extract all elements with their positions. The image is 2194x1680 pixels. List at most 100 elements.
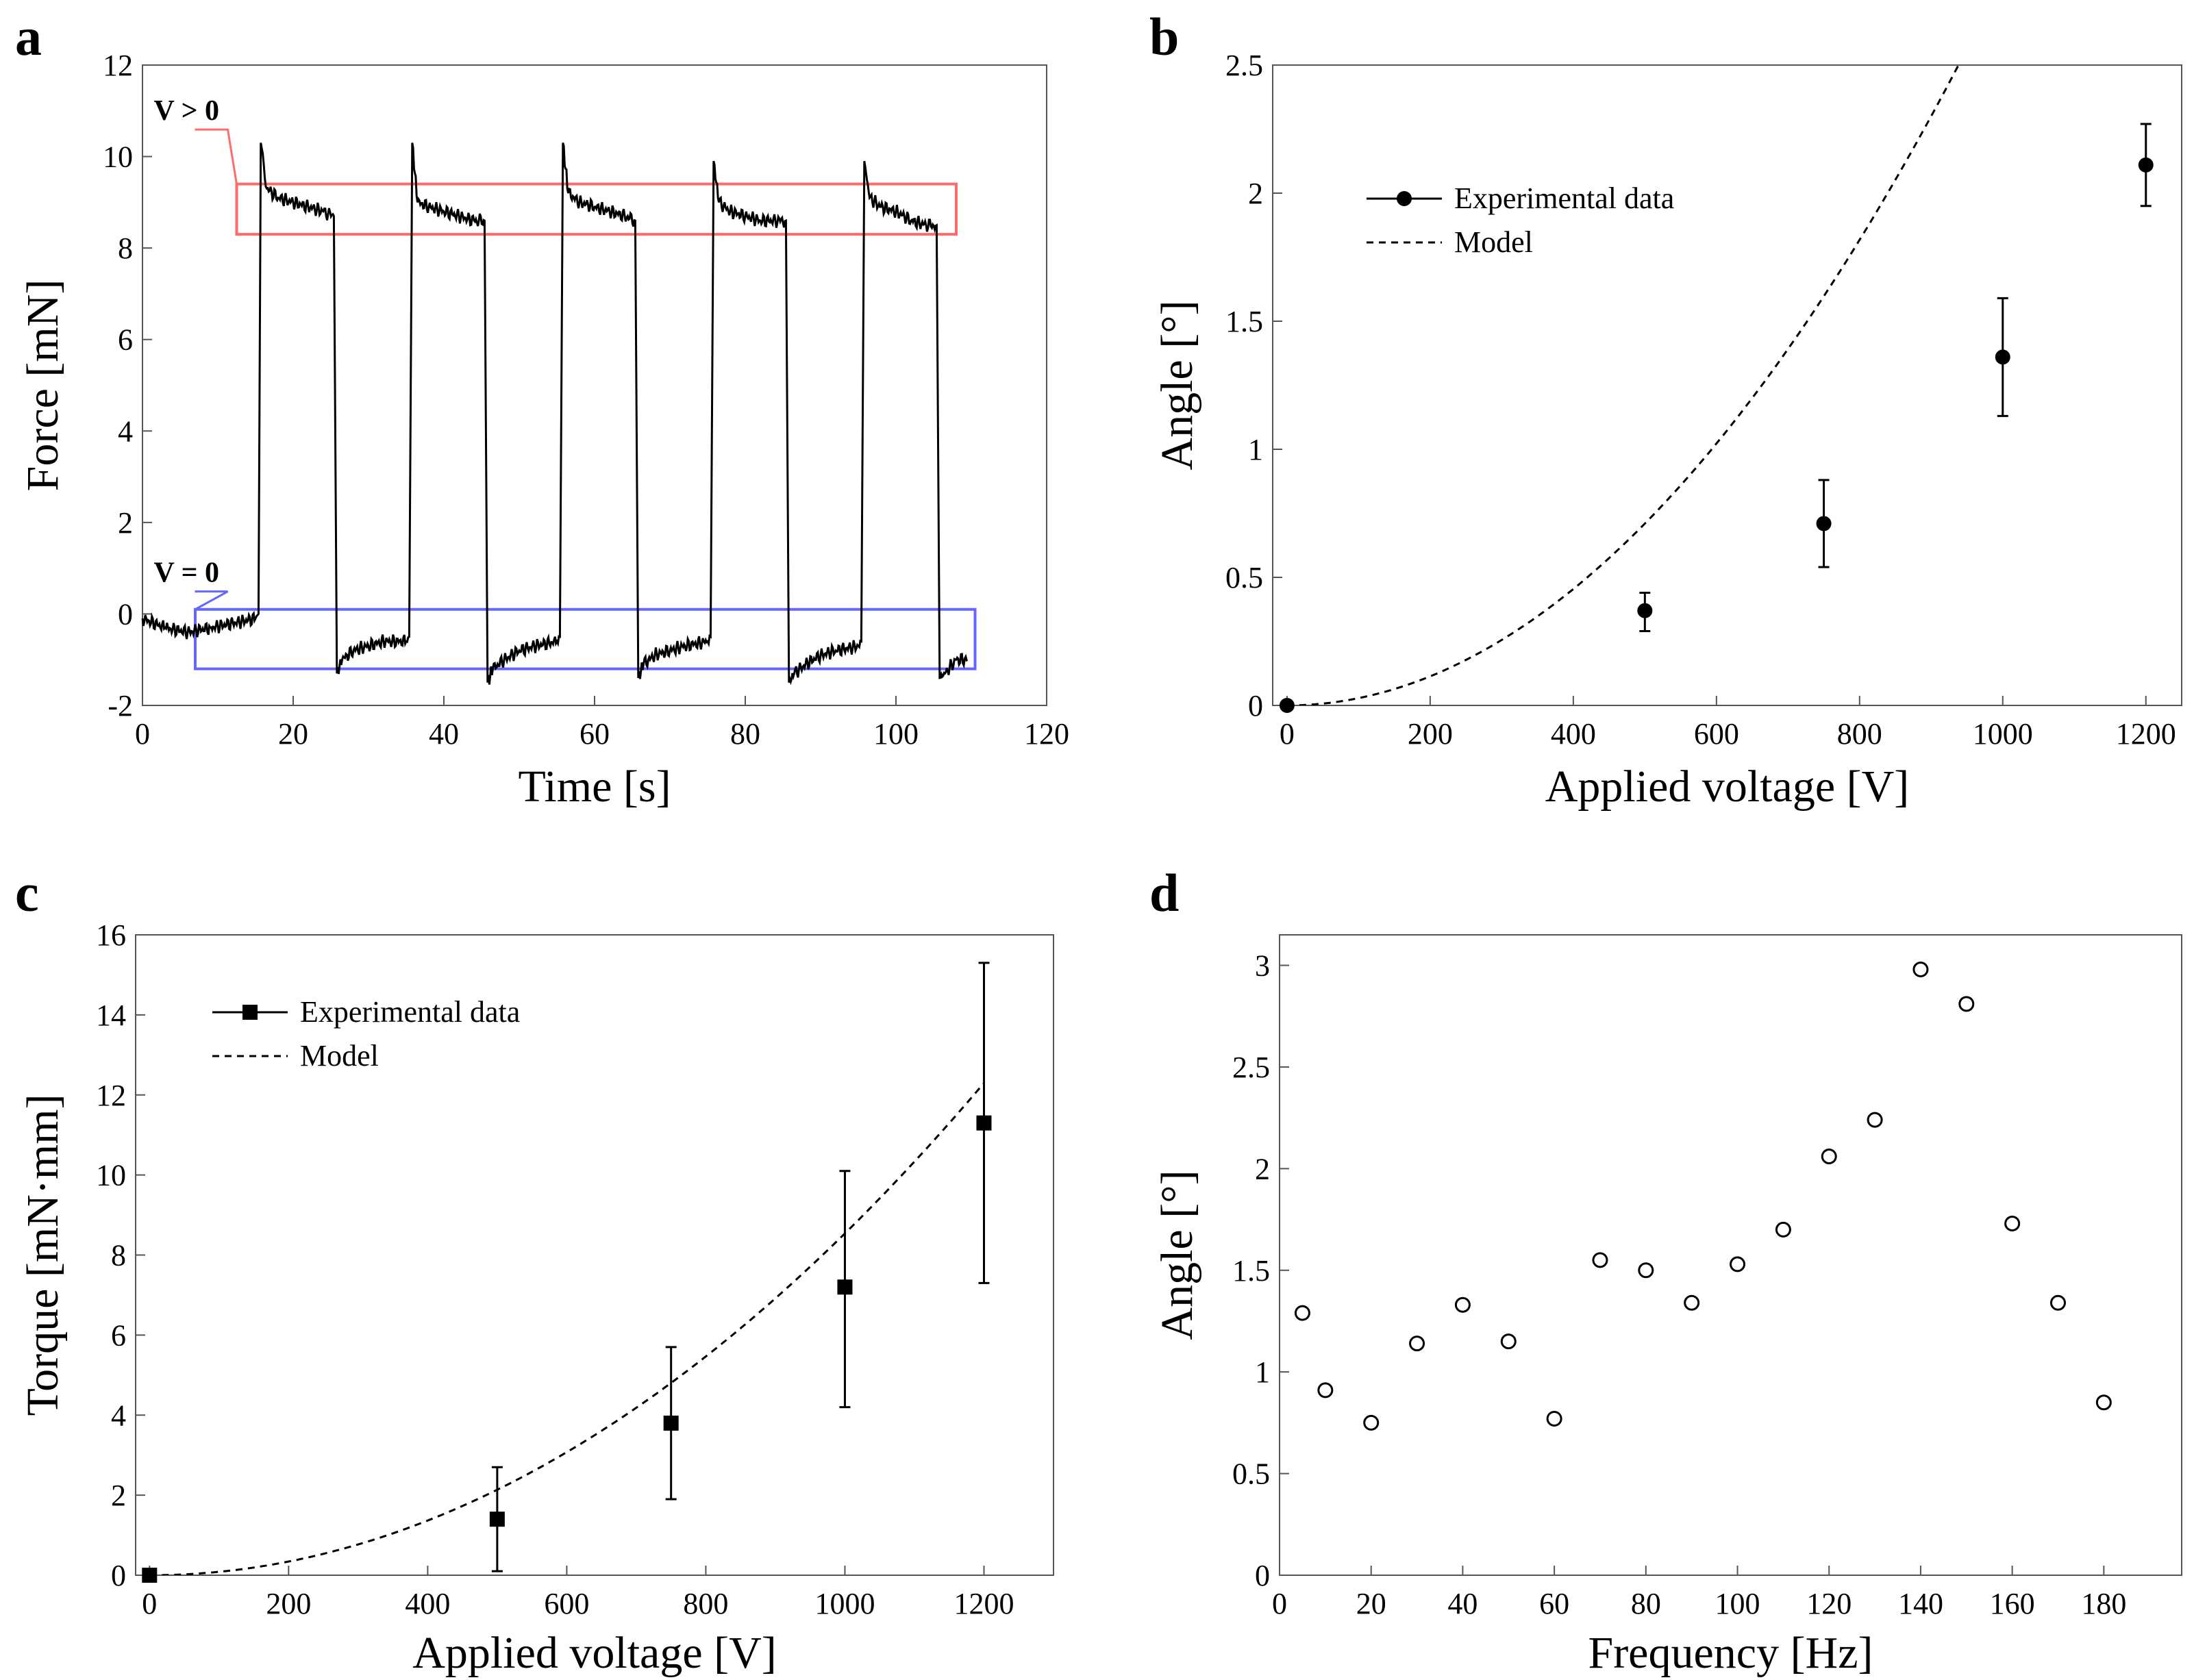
- data-point: [1546, 1410, 1562, 1427]
- x-tick-label: 800: [683, 1587, 728, 1620]
- data-point: [1684, 1294, 1700, 1311]
- data-point: [1454, 1296, 1471, 1313]
- y-tick-label: 0: [1255, 1559, 1270, 1592]
- x-tick-label: 0: [142, 1587, 157, 1620]
- legend-label-experimental: Experimental data: [1454, 181, 1674, 215]
- data-point: [1821, 1149, 1837, 1165]
- y-tick-label: 0: [111, 1559, 126, 1592]
- x-tick-label: 80: [730, 717, 760, 751]
- x-tick-label: 1000: [814, 1587, 875, 1620]
- y-tick-label: 10: [103, 140, 133, 174]
- y-tick-label: 3: [1255, 949, 1270, 983]
- annotation-leader: [195, 590, 229, 611]
- panel-b: 0 200 400 600 800 1000 1200 0 0.5 1 1.5 2 2.5 Applied…: [1149, 7, 2182, 812]
- x-tick-label: 40: [429, 717, 459, 751]
- force-trace: [141, 142, 969, 686]
- data-point: [1816, 516, 1832, 531]
- x-tick-label: 0: [135, 717, 150, 751]
- y-tick-label: 4: [111, 1399, 126, 1432]
- legend-marker-experimental: [1397, 191, 1412, 206]
- y-tick-label: 12: [103, 49, 133, 82]
- plot-frame: [1279, 934, 2182, 1576]
- panel-letter: b: [1149, 7, 1179, 66]
- data-point: [837, 1279, 853, 1295]
- x-tick-label: 200: [1408, 717, 1453, 751]
- y-axis-label: Force [mN]: [18, 279, 68, 492]
- y-tick-label: 0.5: [1232, 1457, 1270, 1491]
- data-point: [2138, 157, 2154, 173]
- model-curve: [1286, 65, 1960, 705]
- annotation-label: V > 0: [154, 95, 220, 127]
- y-tick-label: 16: [96, 918, 126, 952]
- data-point: [1637, 603, 1653, 618]
- data-point: [2095, 1394, 2112, 1411]
- y-tick-label: 2: [1255, 1152, 1270, 1186]
- y-tick-label: 1: [1255, 1355, 1270, 1389]
- panel-letter: d: [1149, 863, 1179, 923]
- y-tick-label: 8: [118, 231, 133, 265]
- legend-label-model: Model: [1454, 225, 1533, 259]
- x-tick-label: 180: [2081, 1587, 2126, 1620]
- x-axis-label: Applied voltage [V]: [412, 1628, 777, 1678]
- x-axis-label: Applied voltage [V]: [1545, 762, 1910, 812]
- data-point: [1294, 1305, 1310, 1321]
- y-tick-label: 2.5: [1232, 1051, 1270, 1084]
- x-tick-label: 600: [1694, 717, 1739, 751]
- data-point: [976, 1115, 992, 1131]
- y-tick-label: 0.5: [1225, 561, 1263, 594]
- x-tick-label: 140: [1898, 1587, 1943, 1620]
- x-tick-label: 160: [1990, 1587, 2035, 1620]
- legend-label-experimental: Experimental data: [300, 995, 520, 1029]
- x-tick-label: 400: [1551, 717, 1596, 751]
- x-tick-label: 100: [873, 717, 919, 751]
- data-point: [1592, 1252, 1608, 1268]
- x-tick-label: 0: [1280, 717, 1295, 751]
- y-tick-label: 0: [118, 597, 133, 631]
- data-point: [1409, 1336, 1425, 1352]
- data-point: [1500, 1333, 1517, 1350]
- data-point: [489, 1512, 505, 1527]
- x-tick-label: 400: [405, 1587, 450, 1620]
- annotation-box: [194, 607, 977, 670]
- data-point: [1775, 1221, 1791, 1238]
- x-tick-label: 800: [1837, 717, 1882, 751]
- data-point: [1912, 961, 1929, 977]
- x-tick-label: 40: [1447, 1587, 1478, 1620]
- plot-frame: [1272, 64, 2182, 706]
- x-tick-label: 1200: [2116, 717, 2176, 751]
- x-tick-label: 1200: [953, 1587, 1014, 1620]
- y-tick-label: 1: [1248, 433, 1263, 466]
- y-tick-label: 0: [1248, 689, 1263, 723]
- x-tick-label: 20: [278, 717, 308, 751]
- y-tick-label: 10: [96, 1159, 126, 1192]
- y-tick-label: 1.5: [1232, 1254, 1270, 1288]
- y-tick-label: 2: [118, 506, 133, 540]
- y-tick-label: 14: [96, 999, 126, 1032]
- y-tick-label: 2: [111, 1479, 126, 1512]
- annotation-label: V = 0: [154, 557, 220, 589]
- y-axis-label: Angle [°]: [1152, 300, 1202, 470]
- x-tick-label: 1000: [1973, 717, 2033, 751]
- x-tick-label: 120: [1024, 717, 1069, 751]
- x-tick-label: 120: [1806, 1587, 1852, 1620]
- data-point: [1958, 996, 1975, 1012]
- data-point: [663, 1415, 679, 1431]
- data-point: [1363, 1414, 1380, 1431]
- y-tick-label: 2.5: [1225, 49, 1263, 82]
- data-point: [1638, 1262, 1654, 1279]
- data-point: [1317, 1382, 1334, 1399]
- y-tick-label: 6: [111, 1318, 126, 1352]
- panel-letter: a: [15, 7, 42, 66]
- data-point: [2004, 1215, 2021, 1231]
- data-point: [1867, 1112, 1883, 1128]
- x-tick-label: 600: [544, 1587, 589, 1620]
- y-tick-label: 1.5: [1225, 305, 1263, 338]
- y-axis-label: Torque [mN·mm]: [18, 1094, 68, 1416]
- panel-c: 0 200 400 600 800 1000 1200 0 2 4 6 8 10 12 14 16 Applie…: [15, 863, 1054, 1678]
- annotation-box: [235, 182, 958, 236]
- x-axis-label: Frequency [Hz]: [1588, 1628, 1873, 1678]
- data-point: [142, 1568, 158, 1583]
- x-axis-label: Time [s]: [518, 762, 671, 812]
